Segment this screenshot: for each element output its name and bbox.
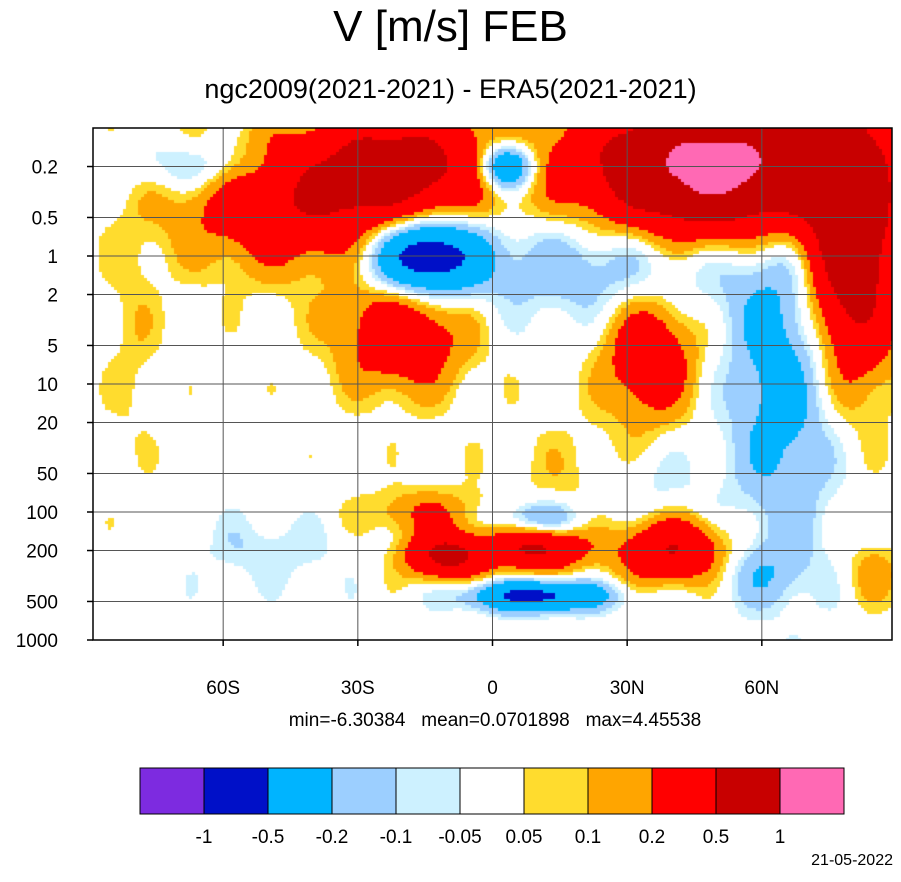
colorbar: -1 -0.5 -0.2 -0.1 -0.05 0.05 0.1 0.2 0.5 1 bbox=[139, 767, 845, 848]
colorbar-swatch bbox=[203, 767, 269, 815]
colorbar-swatch bbox=[459, 767, 525, 815]
stats-line: min=-6.30384 mean=0.0701898 max=4.45538 bbox=[0, 710, 901, 732]
colorbar-label: -0.1 bbox=[380, 827, 413, 848]
colorbar-swatch bbox=[523, 767, 589, 815]
colorbar-swatch bbox=[139, 767, 205, 815]
y-tick-label: 500 bbox=[26, 592, 58, 613]
stat-min: min=-6.30384 bbox=[288, 710, 406, 731]
colorbar-swatch bbox=[331, 767, 397, 815]
x-tick-label: 0 bbox=[487, 678, 498, 699]
x-axis: 60S 30S 0 30N 60N bbox=[206, 640, 779, 699]
colorbar-label: -0.05 bbox=[438, 827, 481, 848]
colorbar-swatch bbox=[651, 767, 717, 815]
colorbar-label: 1 bbox=[775, 827, 786, 848]
y-tick-label: 1 bbox=[47, 247, 58, 268]
colorbar-label: 0.5 bbox=[703, 827, 729, 848]
colorbar-label: -0.5 bbox=[252, 827, 285, 848]
y-tick-label: 20 bbox=[37, 414, 58, 435]
colorbar-swatch bbox=[267, 767, 333, 815]
colorbar-label: 0.2 bbox=[639, 827, 665, 848]
x-tick-label: 30N bbox=[610, 678, 645, 699]
y-tick-label: 1000 bbox=[16, 631, 58, 652]
x-tick-label: 30S bbox=[341, 678, 375, 699]
stat-max: max=4.45538 bbox=[585, 710, 702, 731]
plot-date: 21-05-2022 bbox=[811, 852, 893, 869]
y-tick-label: 200 bbox=[26, 542, 58, 563]
colorbar-label: -1 bbox=[196, 827, 213, 848]
colorbar-label: 0.05 bbox=[506, 827, 543, 848]
x-tick-label: 60N bbox=[744, 678, 779, 699]
y-axis: 0.2 0.5 1 2 5 10 20 50 100 200 500 1000 bbox=[16, 158, 93, 652]
colorbar-label: -0.2 bbox=[316, 827, 349, 848]
colorbar-swatch bbox=[779, 767, 845, 815]
y-tick-label: 0.2 bbox=[32, 158, 58, 179]
y-tick-label: 50 bbox=[37, 464, 58, 485]
colorbar-swatch bbox=[587, 767, 653, 815]
y-tick-label: 5 bbox=[47, 336, 58, 357]
colorbar-swatch bbox=[395, 767, 461, 815]
chart-subtitle: ngc2009(2021-2021) - ERA5(2021-2021) bbox=[204, 74, 697, 104]
chart-title: V [m/s] FEB bbox=[333, 2, 568, 51]
y-tick-label: 2 bbox=[47, 286, 58, 307]
y-tick-label: 0.5 bbox=[32, 208, 58, 229]
stat-mean: mean=0.0701898 bbox=[421, 710, 570, 731]
colorbar-swatch bbox=[715, 767, 781, 815]
grid-lines bbox=[93, 128, 892, 641]
colorbar-label: 0.1 bbox=[575, 827, 601, 848]
y-tick-label: 10 bbox=[37, 375, 58, 396]
y-tick-label: 100 bbox=[26, 503, 58, 524]
x-tick-label: 60S bbox=[206, 678, 240, 699]
